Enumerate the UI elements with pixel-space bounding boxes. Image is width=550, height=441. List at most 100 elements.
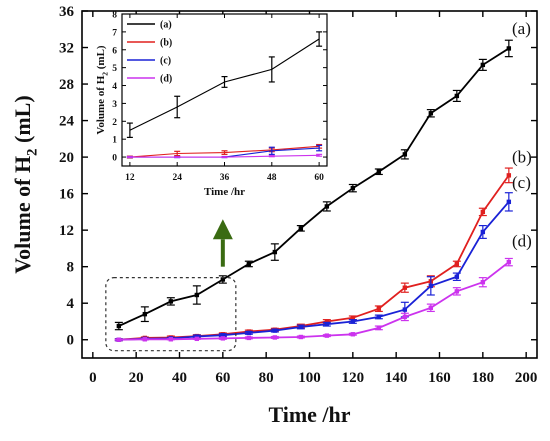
error-bar: [316, 153, 323, 157]
y-tick-label: 8: [67, 260, 75, 276]
error-bar: [316, 144, 323, 152]
series-tag-3: (c): [512, 173, 531, 192]
series-tag-2: (b): [512, 148, 532, 167]
data-point: [324, 204, 330, 209]
data-point: [402, 152, 408, 157]
data-point: [272, 335, 278, 340]
inset-y-tick-label: 5: [112, 64, 117, 74]
y-tick-label: 20: [59, 150, 74, 166]
inset-y-tick-label: 2: [112, 118, 117, 128]
x-tick-label: 80: [259, 370, 274, 386]
x-tick-label: 140: [385, 370, 408, 386]
series-tag-4: (d): [512, 232, 532, 251]
error-bar: [268, 155, 275, 158]
data-point: [350, 319, 356, 324]
data-point: [428, 305, 434, 310]
error-bar: [174, 150, 181, 157]
y-tick-label: 24: [59, 114, 75, 130]
data-point: [506, 259, 512, 265]
data-point: [246, 330, 252, 336]
data-point: [324, 322, 330, 327]
legend-label: (a): [160, 20, 172, 31]
x-tick-label: 200: [515, 370, 538, 386]
data-point: [194, 292, 200, 298]
data-point: [194, 334, 200, 339]
data-point: [480, 280, 486, 285]
error-bar: [268, 56, 275, 83]
data-point: [506, 46, 512, 51]
data-point: [142, 311, 148, 317]
series-line-1: [118, 47, 510, 327]
y-tick-label: 12: [59, 223, 74, 239]
legend-label: (d): [160, 74, 172, 85]
data-point: [220, 336, 226, 341]
data-point: [194, 336, 200, 342]
x-tick-label: 40: [172, 370, 187, 386]
y-tick-label: 16: [59, 187, 75, 203]
data-point: [220, 277, 226, 282]
inset-y-axis-title: Volume of H2 (mL): [95, 45, 109, 135]
data-point: [454, 261, 460, 267]
error-bar: [268, 146, 275, 155]
series-line-2: [118, 174, 510, 341]
series-line-3: [118, 201, 510, 341]
data-point: [454, 93, 460, 99]
inset-frame: [121, 13, 328, 167]
inset-y-tick-label: 3: [112, 100, 117, 110]
error-bar: [221, 156, 228, 159]
x-tick-label: 160: [428, 370, 451, 386]
data-point: [402, 285, 408, 290]
inset-x-tick-label: 12: [125, 173, 135, 183]
data-point: [480, 209, 486, 215]
inset-y-tick-label: 1: [112, 136, 117, 146]
legend-label: (c): [160, 56, 171, 67]
x-axis-title: Time /hr: [268, 402, 350, 427]
error-bar: [174, 95, 181, 119]
data-point: [116, 337, 122, 342]
data-point: [324, 319, 330, 324]
inset-y-tick-label: 6: [112, 46, 117, 56]
inset-y-tick-label: 7: [112, 28, 117, 38]
series-tag-1: (a): [512, 19, 531, 38]
inset-x-tick-label: 24: [172, 173, 182, 183]
data-point: [350, 185, 356, 191]
arrow-head: [212, 219, 233, 240]
x-tick-label: 100: [298, 370, 321, 386]
main-plot: 0 20 40 60 80 100 120 140 160 180 2000481216202428…: [10, 4, 538, 427]
data-point: [376, 314, 382, 320]
inset-callout: [105, 219, 237, 352]
inset-y-tick-label: 8: [112, 11, 117, 21]
data-point: [298, 226, 304, 231]
inset-x-tick-label: 48: [267, 173, 277, 183]
data-point: [376, 306, 382, 311]
data-point: [298, 334, 304, 340]
y-tick-label: 36: [59, 4, 75, 20]
data-point: [454, 274, 460, 279]
data-point: [168, 337, 174, 342]
inset-y-tick-label: 4: [112, 82, 117, 92]
data-point: [480, 62, 486, 68]
x-tick-label: 180: [472, 370, 495, 386]
data-point: [272, 249, 278, 255]
inset-x-axis-title: Time /hr: [204, 186, 245, 198]
y-tick-label: 4: [67, 296, 75, 312]
y-tick-label: 28: [59, 77, 74, 93]
data-point: [506, 173, 512, 178]
inset-legend: (a) (b) (c) (d): [127, 20, 172, 85]
data-point: [402, 314, 408, 320]
data-point: [246, 335, 252, 341]
error-bar: [126, 122, 133, 138]
data-point: [506, 199, 512, 205]
data-point: [116, 323, 122, 329]
x-tick-label: 0: [89, 370, 97, 386]
inset-x-tick-label: 60: [314, 173, 324, 183]
data-point: [272, 328, 278, 333]
y-tick-label: 32: [59, 41, 74, 57]
data-point: [168, 299, 174, 304]
x-tick-label: 120: [342, 370, 365, 386]
data-point: [220, 332, 226, 338]
error-bar: [316, 31, 323, 47]
